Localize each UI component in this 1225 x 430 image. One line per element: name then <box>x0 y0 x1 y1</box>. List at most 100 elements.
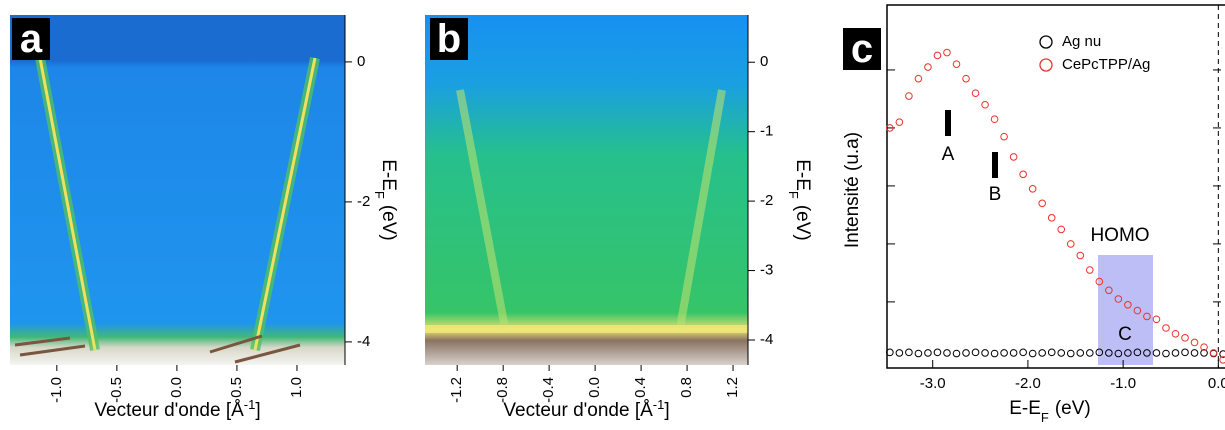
legend-label: Ag nu <box>1062 33 1101 50</box>
data-point <box>1143 349 1151 357</box>
data-point <box>1086 266 1094 274</box>
x-tick-label: -0.5 <box>108 377 125 403</box>
x-tick-label: 0.4 <box>632 377 649 398</box>
data-point <box>1124 349 1132 357</box>
data-point <box>886 348 894 357</box>
legend-marker <box>1039 58 1053 72</box>
x-tick-label: -0.8 <box>494 377 511 403</box>
legend-label: CePcTPP/Ag <box>1062 56 1150 73</box>
data-point <box>895 118 904 126</box>
data-point <box>1152 315 1161 324</box>
panel-label: b <box>437 17 461 61</box>
data-point <box>895 349 904 357</box>
data-point <box>1066 349 1075 358</box>
x-tick-label: 0.5 <box>228 377 245 398</box>
y-tick-label: -2 <box>760 192 773 209</box>
axis-label-subscript: F <box>373 191 388 199</box>
data-point <box>990 349 999 358</box>
y-tick-label: -4 <box>760 331 773 348</box>
data-point <box>1095 277 1104 286</box>
data-point <box>1057 349 1066 357</box>
data-point <box>1009 349 1018 357</box>
axis-label-subscript: F <box>1041 410 1049 425</box>
axis-label-text: (eV) <box>792 205 813 241</box>
data-point <box>1190 338 1199 347</box>
axis-label-text: E-E <box>378 159 399 191</box>
x-tick-label: 0.0 <box>1208 375 1225 392</box>
axis-label: Vecteur d'onde [Å-1] <box>503 397 669 422</box>
data-point <box>1000 349 1008 357</box>
axis-label: E-EF (eV) <box>373 159 400 241</box>
data-point <box>962 74 970 83</box>
panel-a-image <box>10 15 345 365</box>
data-point <box>943 48 951 57</box>
y-tick-label: -2 <box>357 193 370 210</box>
x-tick-label: -2.0 <box>1015 375 1041 392</box>
x-tick-label: -1.0 <box>48 377 65 403</box>
data-point <box>1095 348 1104 357</box>
data-point <box>933 348 942 357</box>
axis-label-text: ] <box>664 400 669 421</box>
panel-label-box <box>843 28 881 70</box>
data-point <box>924 349 932 357</box>
data-point <box>1133 348 1142 357</box>
data-point <box>1209 349 1218 357</box>
x-tick-label: -1.2 <box>448 377 465 403</box>
data-point <box>1105 286 1113 295</box>
data-point <box>924 63 932 71</box>
y-tick-label: -3 <box>760 262 773 279</box>
data-point <box>1143 312 1151 321</box>
y-tick-label: -4 <box>357 333 370 350</box>
panel-b-image <box>425 15 748 365</box>
axis-label-subscript: -1 <box>653 397 665 412</box>
x-tick-label: 1.0 <box>288 377 305 398</box>
axis-label: Intensité (u.a) <box>842 132 863 248</box>
data-point <box>1076 251 1085 260</box>
data-point <box>1133 306 1142 315</box>
panel-label-box <box>430 18 468 60</box>
data-point <box>1009 153 1018 161</box>
data-point <box>971 89 980 97</box>
x-tick-label: 0.0 <box>168 377 185 398</box>
data-point <box>943 349 951 357</box>
axis-label: E-EF (eV) <box>787 159 814 241</box>
data-point <box>1038 199 1046 208</box>
panel-label: c <box>851 27 873 71</box>
data-point <box>952 60 961 68</box>
data-point <box>1028 185 1037 193</box>
y-tick-label: 0 <box>760 53 768 70</box>
data-point <box>1219 350 1225 358</box>
axis-label: E-EF (eV) <box>1009 398 1091 425</box>
data-point <box>1038 349 1046 357</box>
data-point <box>1019 170 1027 179</box>
data-point <box>981 349 989 357</box>
axis-label: Vecteur d'onde [Å-1] <box>94 397 260 422</box>
data-point <box>1057 225 1066 234</box>
data-point <box>914 349 923 358</box>
data-point <box>1019 348 1027 357</box>
data-point <box>1171 329 1180 338</box>
annotation: HOMO <box>1090 225 1149 246</box>
data-point <box>1047 214 1056 222</box>
data-point <box>1114 295 1123 303</box>
data-point <box>1162 324 1170 332</box>
data-point <box>905 92 913 100</box>
data-point <box>1200 343 1208 351</box>
axis-label-text: (eV) <box>378 205 399 241</box>
data-point <box>1086 349 1094 357</box>
data-point <box>1200 349 1208 357</box>
legend-marker <box>1039 35 1053 49</box>
data-point <box>1066 240 1075 248</box>
panel-c-frame <box>886 4 1225 369</box>
axis-label-text: Vecteur d'onde [Å <box>503 400 653 421</box>
axis-label-text: Vecteur d'onde [Å <box>94 400 244 421</box>
x-tick-label: -3.0 <box>920 375 946 392</box>
data-point <box>1219 356 1225 364</box>
x-tick-label: 1.2 <box>724 377 741 398</box>
x-tick-label: 0.8 <box>678 377 695 398</box>
panel-label-box <box>12 18 50 60</box>
data-point <box>981 100 989 109</box>
x-tick-label: -0.4 <box>540 377 557 403</box>
axis-label-text: (eV) <box>1055 398 1091 419</box>
data-point <box>962 349 970 357</box>
